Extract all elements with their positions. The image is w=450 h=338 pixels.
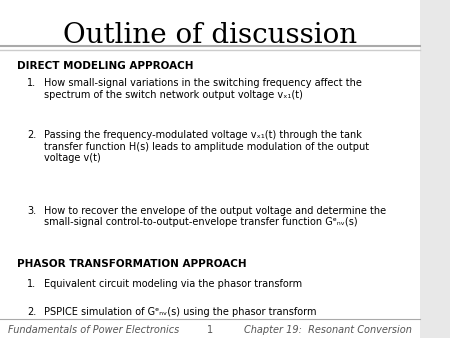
Text: DIRECT MODELING APPROACH: DIRECT MODELING APPROACH xyxy=(17,61,194,71)
Text: 1: 1 xyxy=(207,324,213,335)
Text: Chapter 19:  Resonant Conversion: Chapter 19: Resonant Conversion xyxy=(244,324,412,335)
Text: Outline of discussion: Outline of discussion xyxy=(63,22,357,49)
Text: Fundamentals of Power Electronics: Fundamentals of Power Electronics xyxy=(9,324,180,335)
Text: Equivalent circuit modeling via the phasor transform: Equivalent circuit modeling via the phas… xyxy=(44,279,302,289)
Text: 2.: 2. xyxy=(27,130,36,140)
Text: 3.: 3. xyxy=(27,206,36,216)
Text: 1.: 1. xyxy=(27,279,36,289)
Text: Passing the frequency-modulated voltage vₓ₁(t) through the tank
transfer functio: Passing the frequency-modulated voltage … xyxy=(44,130,369,163)
Text: PSPICE simulation of Gᵉₙᵥ(s) using the phasor transform: PSPICE simulation of Gᵉₙᵥ(s) using the p… xyxy=(44,307,317,317)
Text: 1.: 1. xyxy=(27,78,36,89)
Text: PHASOR TRANSFORMATION APPROACH: PHASOR TRANSFORMATION APPROACH xyxy=(17,259,247,269)
FancyBboxPatch shape xyxy=(0,0,420,338)
Text: How small-signal variations in the switching frequency affect the
spectrum of th: How small-signal variations in the switc… xyxy=(44,78,362,100)
Text: How to recover the envelope of the output voltage and determine the
small-signal: How to recover the envelope of the outpu… xyxy=(44,206,386,227)
Text: 2.: 2. xyxy=(27,307,36,317)
